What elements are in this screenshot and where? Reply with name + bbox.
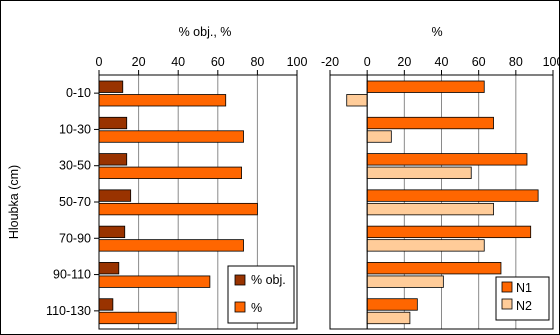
right-x-ticks: -20 0 20 40 60 80 100 bbox=[321, 55, 560, 75]
left-bar--110-130 bbox=[98, 311, 177, 325]
chart-left-panel: 0 20 40 60 80 100 0-10 10-30 30-50 50-70 70-90 90-… bbox=[7, 25, 308, 330]
left-bar--10-30 bbox=[98, 130, 244, 143]
right-tick-label: 20 bbox=[397, 55, 411, 69]
right-chart-title: % bbox=[431, 25, 442, 39]
right-bar-n1-90-110 bbox=[366, 262, 502, 275]
left-bar-obj-0-10 bbox=[98, 80, 124, 93]
right-bar-n2-30-50 bbox=[366, 166, 472, 179]
left-bars bbox=[98, 80, 258, 325]
right-tick-label: 60 bbox=[472, 55, 486, 69]
left-bar-obj-10-30 bbox=[98, 116, 128, 130]
right-tick-label: 100 bbox=[543, 55, 560, 69]
right-bar-n1-50-70 bbox=[366, 189, 539, 202]
right-bar-n1-110-130 bbox=[366, 298, 418, 311]
right-tick-label: -20 bbox=[321, 55, 339, 69]
left-legend-swatch-obj bbox=[234, 274, 246, 286]
left-bar--70-90 bbox=[98, 239, 244, 252]
right-bar-n1-30-50 bbox=[366, 153, 528, 166]
right-bar-n2-50-70 bbox=[366, 202, 494, 216]
left-tick-label: 80 bbox=[250, 55, 264, 69]
right-bar-n2-0-10 bbox=[346, 94, 368, 107]
right-bar-n1-70-90 bbox=[366, 225, 532, 239]
chart-right-panel: -20 0 20 40 60 80 100 % N1 N2 bbox=[321, 25, 560, 330]
left-tick-label: 60 bbox=[211, 55, 225, 69]
left-y-axis-label: Hloubka (cm) bbox=[7, 165, 21, 239]
left-legend-swatch-pct bbox=[234, 301, 246, 313]
left-legend-label-obj: % obj. bbox=[251, 273, 286, 287]
left-bar--30-50 bbox=[98, 166, 242, 179]
left-chart-title: % obj., % bbox=[179, 25, 232, 39]
left-bar--90-110 bbox=[98, 275, 211, 288]
left-x-ticks: 0 20 40 60 80 100 bbox=[96, 55, 308, 75]
left-bar--0-10 bbox=[98, 94, 227, 107]
right-legend-label-n2: N2 bbox=[516, 299, 532, 313]
left-legend-label-pct: % bbox=[251, 301, 262, 315]
right-bar-n2-10-30 bbox=[366, 130, 392, 143]
right-tick-label: 0 bbox=[364, 55, 371, 69]
left-bar--50-70 bbox=[98, 202, 258, 216]
left-tick-label: 100 bbox=[287, 55, 308, 69]
right-bar-n1-10-30 bbox=[366, 116, 494, 130]
left-category-label: 50-70 bbox=[59, 195, 91, 209]
left-tick-label: 20 bbox=[132, 55, 146, 69]
right-bar-n2-110-130 bbox=[366, 311, 411, 325]
right-tick-label: 80 bbox=[509, 55, 523, 69]
right-legend-swatch-n2 bbox=[501, 298, 513, 310]
left-tick-label: 40 bbox=[171, 55, 185, 69]
left-bar-obj-110-130 bbox=[98, 298, 114, 311]
right-bar-n2-90-110 bbox=[366, 275, 444, 288]
left-category-label: 30-50 bbox=[59, 159, 91, 173]
right-legend: N1 N2 bbox=[495, 276, 550, 321]
right-bar-n1-0-10 bbox=[366, 80, 485, 93]
left-category-label: 110-130 bbox=[46, 304, 91, 318]
left-bar-obj-70-90 bbox=[98, 225, 126, 239]
left-legend: % obj. % bbox=[227, 265, 295, 324]
left-bar-obj-90-110 bbox=[98, 262, 120, 275]
left-category-label: 0-10 bbox=[66, 86, 91, 100]
left-bar-obj-50-70 bbox=[98, 189, 132, 202]
left-category-label: 10-30 bbox=[59, 122, 91, 136]
left-tick-label: 0 bbox=[96, 55, 103, 69]
right-bar-n2-70-90 bbox=[366, 239, 485, 252]
left-category-label: 70-90 bbox=[59, 231, 91, 245]
left-category-label: 90-110 bbox=[53, 268, 91, 282]
right-legend-label-n1: N1 bbox=[516, 281, 532, 295]
left-category-labels: 0-10 10-30 30-50 50-70 70-90 90-110 110-130 bbox=[46, 86, 99, 318]
right-bars bbox=[346, 75, 539, 329]
left-bar-obj-30-50 bbox=[98, 153, 128, 166]
right-legend-swatch-n1 bbox=[501, 281, 513, 293]
right-tick-label: 40 bbox=[435, 55, 449, 69]
